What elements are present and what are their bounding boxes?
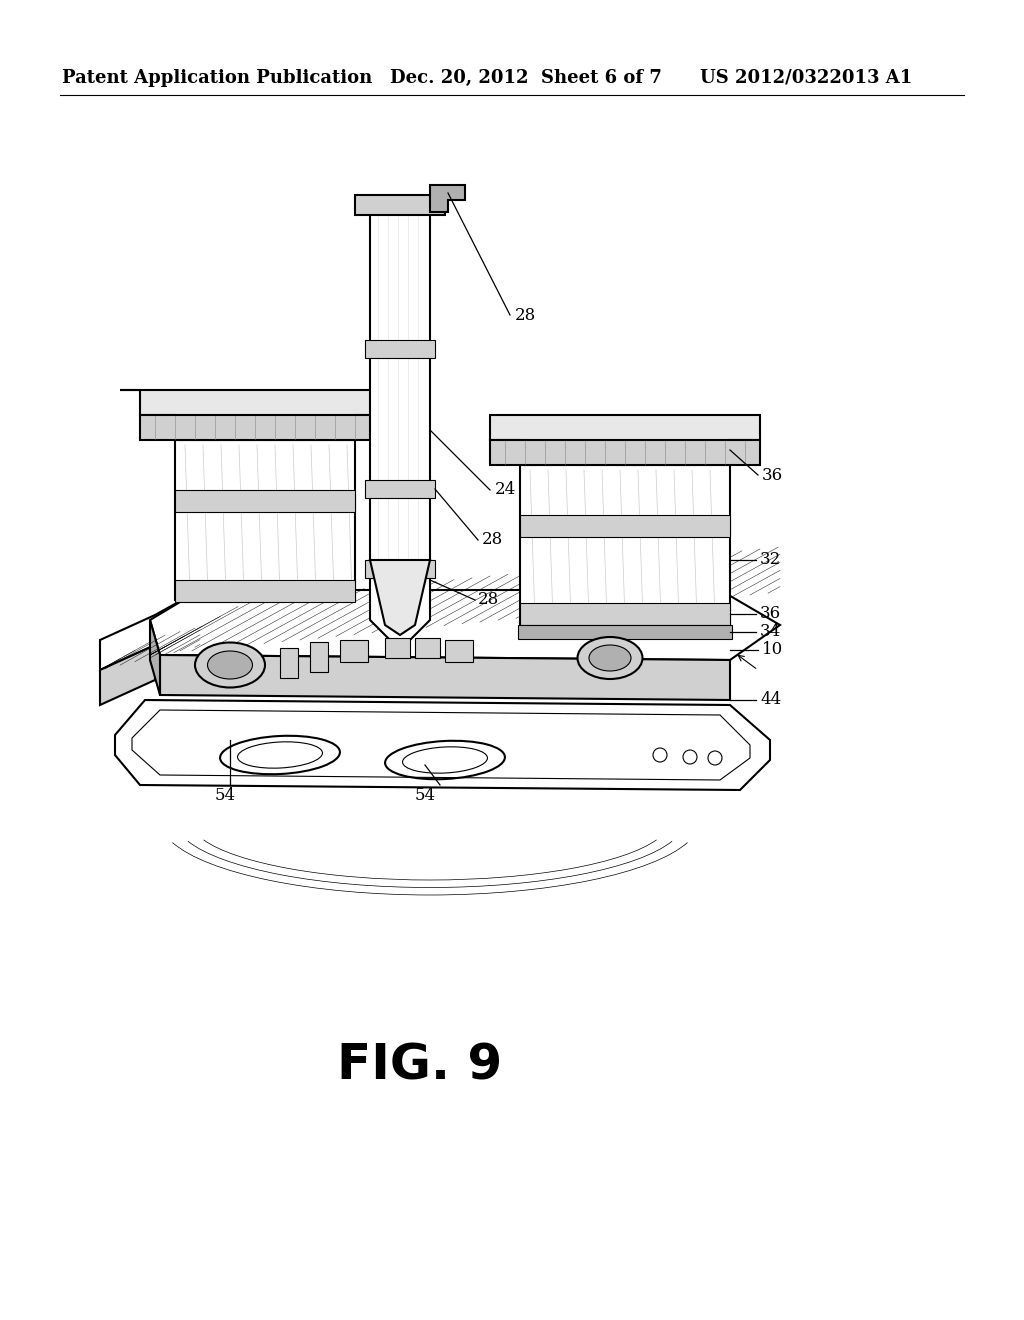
Bar: [445, 640, 473, 663]
Text: 28: 28: [515, 306, 537, 323]
Bar: [365, 480, 435, 498]
Polygon shape: [160, 655, 730, 700]
Polygon shape: [175, 440, 355, 601]
Polygon shape: [100, 645, 155, 705]
Polygon shape: [370, 560, 430, 635]
Bar: [415, 638, 440, 657]
Bar: [365, 341, 435, 358]
Text: 24: 24: [495, 482, 516, 499]
Polygon shape: [490, 414, 760, 459]
Polygon shape: [120, 389, 390, 436]
Text: 10: 10: [762, 642, 783, 659]
Bar: [175, 579, 355, 602]
Polygon shape: [150, 620, 160, 696]
Text: 54: 54: [215, 787, 237, 804]
Bar: [518, 624, 732, 639]
Ellipse shape: [578, 638, 642, 678]
Bar: [365, 560, 435, 578]
Bar: [520, 603, 730, 624]
Ellipse shape: [589, 645, 631, 671]
Text: 54: 54: [415, 787, 436, 804]
Polygon shape: [520, 465, 730, 624]
Text: 28: 28: [482, 532, 503, 549]
Text: 44: 44: [760, 692, 781, 709]
Polygon shape: [490, 440, 760, 465]
Polygon shape: [150, 590, 780, 660]
Bar: [310, 642, 328, 672]
Text: US 2012/0322013 A1: US 2012/0322013 A1: [700, 69, 912, 87]
Text: 36: 36: [760, 606, 781, 623]
Bar: [280, 648, 298, 678]
Ellipse shape: [195, 643, 265, 688]
Polygon shape: [140, 414, 390, 440]
Text: 36: 36: [762, 466, 783, 483]
Text: 32: 32: [760, 552, 781, 569]
Text: FIG. 9: FIG. 9: [337, 1041, 503, 1089]
Polygon shape: [370, 210, 430, 640]
Text: 34: 34: [760, 623, 781, 640]
Bar: [340, 640, 368, 663]
Polygon shape: [115, 700, 770, 789]
Polygon shape: [430, 185, 465, 213]
Ellipse shape: [208, 651, 253, 678]
Bar: [520, 515, 730, 537]
Polygon shape: [355, 195, 445, 215]
Bar: [385, 638, 410, 657]
Text: Dec. 20, 2012  Sheet 6 of 7: Dec. 20, 2012 Sheet 6 of 7: [390, 69, 662, 87]
Text: Patent Application Publication: Patent Application Publication: [62, 69, 373, 87]
Bar: [175, 490, 355, 512]
Text: 28: 28: [478, 591, 500, 609]
Polygon shape: [100, 590, 200, 671]
